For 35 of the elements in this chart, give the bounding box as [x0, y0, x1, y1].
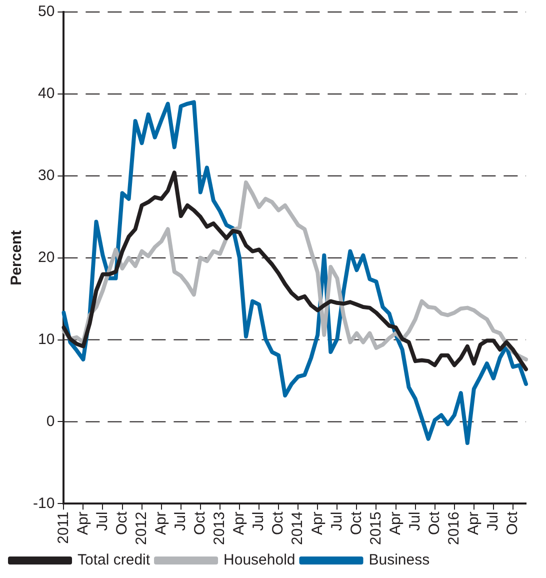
x-tick-label: Apr [386, 512, 404, 535]
x-tick-label: Jul [328, 512, 346, 531]
y-axis-title: Percent [8, 230, 26, 286]
y-tick-label: -10 [32, 494, 55, 512]
x-tick-label: Oct [192, 510, 209, 535]
legend-label: Business [368, 552, 430, 569]
x-tick-label: 2014 [289, 512, 306, 546]
legend-label: Total credit [78, 552, 151, 569]
x-tick-label: Oct [504, 510, 522, 535]
x-tick-label: Jul [94, 512, 111, 531]
y-tick-label: 0 [46, 412, 55, 430]
x-tick-label: Oct [348, 510, 365, 535]
y-tick-label: 30 [38, 167, 55, 184]
x-tick-label: 2012 [132, 512, 150, 546]
x-tick-label: Apr [465, 512, 482, 535]
y-tick-label: 10 [38, 330, 55, 348]
x-tick-label: Oct [270, 510, 287, 535]
x-tick-label: 2011 [54, 512, 72, 544]
x-tick-label: 2016 [446, 512, 463, 546]
x-tick-label: Oct [113, 510, 130, 535]
x-tick-label: Apr [152, 512, 170, 535]
x-tick-label: Jul [406, 512, 424, 531]
x-tick-label: 2013 [211, 512, 228, 546]
y-tick-label: 50 [38, 3, 55, 20]
y-tick-label: 20 [38, 248, 55, 266]
x-tick-label: Jul [484, 512, 502, 531]
x-tick-label: Apr [230, 512, 248, 535]
y-tick-label: 40 [38, 85, 55, 102]
legend-label: Household [224, 552, 296, 569]
x-tick-label: Jul [172, 512, 190, 531]
x-tick-label: Jul [250, 512, 268, 531]
x-tick-label: Apr [308, 512, 326, 535]
x-tick-label: Apr [74, 512, 92, 535]
x-tick-label: 2015 [367, 512, 384, 546]
x-tick-label: Oct [426, 510, 443, 535]
